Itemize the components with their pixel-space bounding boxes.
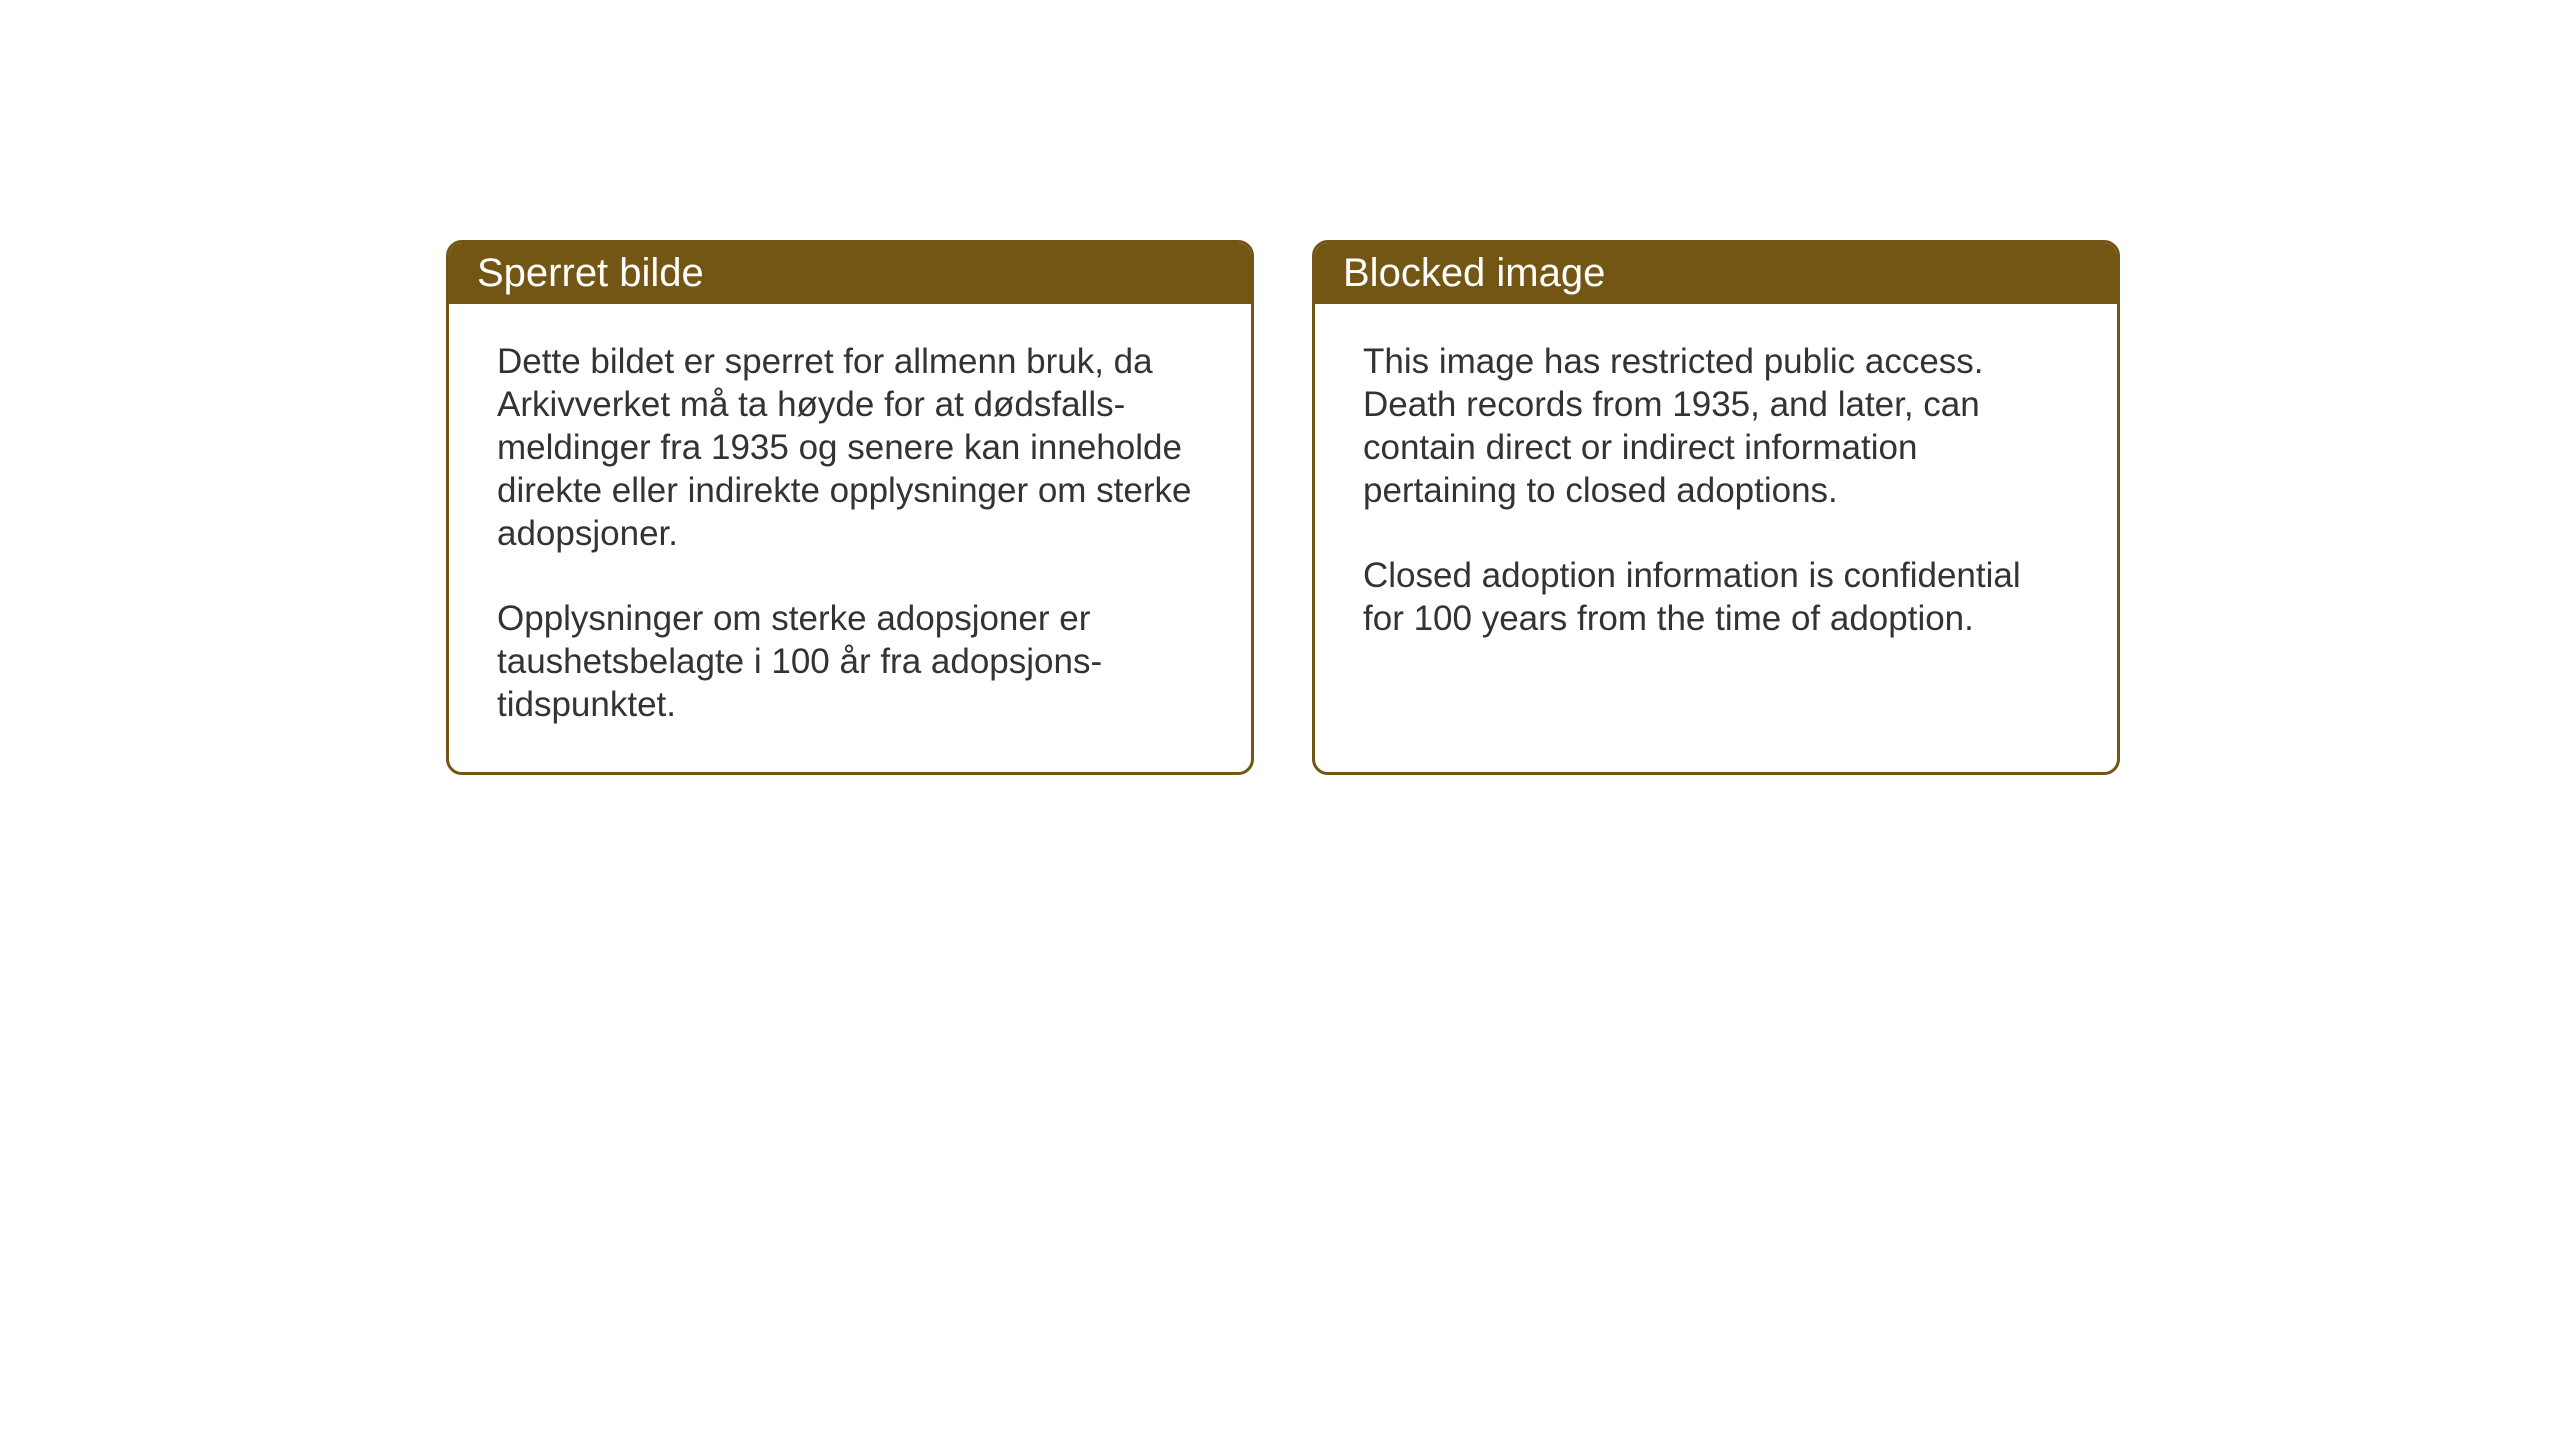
notice-paragraph: This image has restricted public access.… bbox=[1363, 340, 2069, 512]
notice-paragraph: Opplysninger om sterke adopsjoner er tau… bbox=[497, 597, 1203, 726]
notice-header-english: Blocked image bbox=[1315, 243, 2117, 304]
notice-card-english: Blocked image This image has restricted … bbox=[1312, 240, 2120, 775]
notice-paragraph: Dette bildet er sperret for allmenn bruk… bbox=[497, 340, 1203, 555]
notice-body-english: This image has restricted public access.… bbox=[1315, 304, 2117, 686]
notice-container: Sperret bilde Dette bildet er sperret fo… bbox=[446, 240, 2120, 775]
notice-paragraph: Closed adoption information is confident… bbox=[1363, 554, 2069, 640]
notice-body-norwegian: Dette bildet er sperret for allmenn bruk… bbox=[449, 304, 1251, 772]
notice-header-norwegian: Sperret bilde bbox=[449, 243, 1251, 304]
notice-card-norwegian: Sperret bilde Dette bildet er sperret fo… bbox=[446, 240, 1254, 775]
